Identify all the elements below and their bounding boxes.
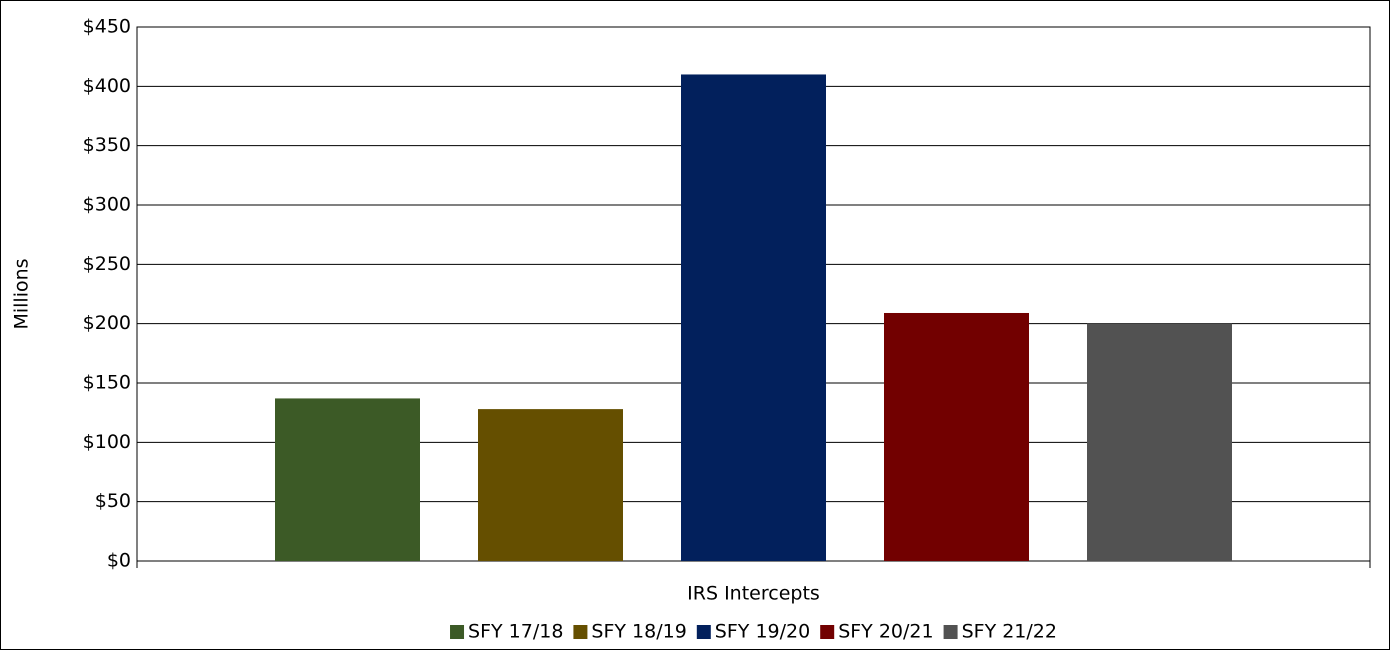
y-tick-label: $300 [83,194,131,216]
legend-swatch [943,625,958,639]
bar [884,312,1029,561]
y-axis-label: Millions [11,258,33,329]
legend-swatch [573,625,588,639]
bar [275,398,420,561]
legend-swatch [696,625,711,639]
y-tick-label: $100 [83,431,131,453]
legend: SFY 17/18 SFY 18/19 SFY 19/20 SFY 20/21 SFY … [450,621,1057,643]
y-tick-label: $350 [83,134,131,156]
legend-label: SFY 18/19 [591,621,686,643]
y-tick-label: $250 [83,253,131,275]
legend-label: SFY 19/20 [715,621,810,643]
y-tick-label: $450 [83,16,131,38]
bar [1087,323,1232,561]
x-tick-label: IRS Intercepts [687,583,820,605]
y-tick-label: $50 [95,490,131,512]
y-tick-label: $200 [83,312,131,334]
y-tick-label: $150 [83,372,131,394]
bar [681,74,826,561]
legend-label: SFY 17/18 [468,621,563,643]
legend-swatch [820,625,835,639]
legend-label: SFY 21/22 [962,621,1057,643]
bar [478,409,623,561]
legend-swatch [450,625,465,639]
y-tick-label: $0 [107,550,131,572]
legend-label: SFY 20/21 [838,621,933,643]
y-tick-label: $400 [83,75,131,97]
